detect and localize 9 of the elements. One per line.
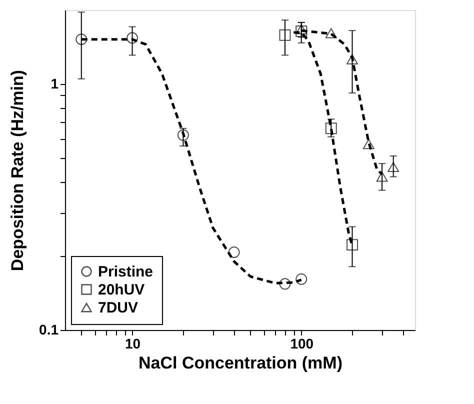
legend-label: 7DUV <box>98 300 138 316</box>
x-axis-title: NaCl Concentration (mM) <box>138 354 342 372</box>
x-tick-label: 100 <box>290 336 314 352</box>
y-axis-title: Deposition Rate (Hz/min) <box>8 70 28 272</box>
legend-label: Pristine <box>98 264 154 280</box>
x-tick-label: 10 <box>124 336 141 352</box>
legend-label: 20hUV <box>98 282 145 298</box>
y-tick-label: 0.1 <box>39 322 59 338</box>
y-tick-label: 1 <box>50 76 59 92</box>
